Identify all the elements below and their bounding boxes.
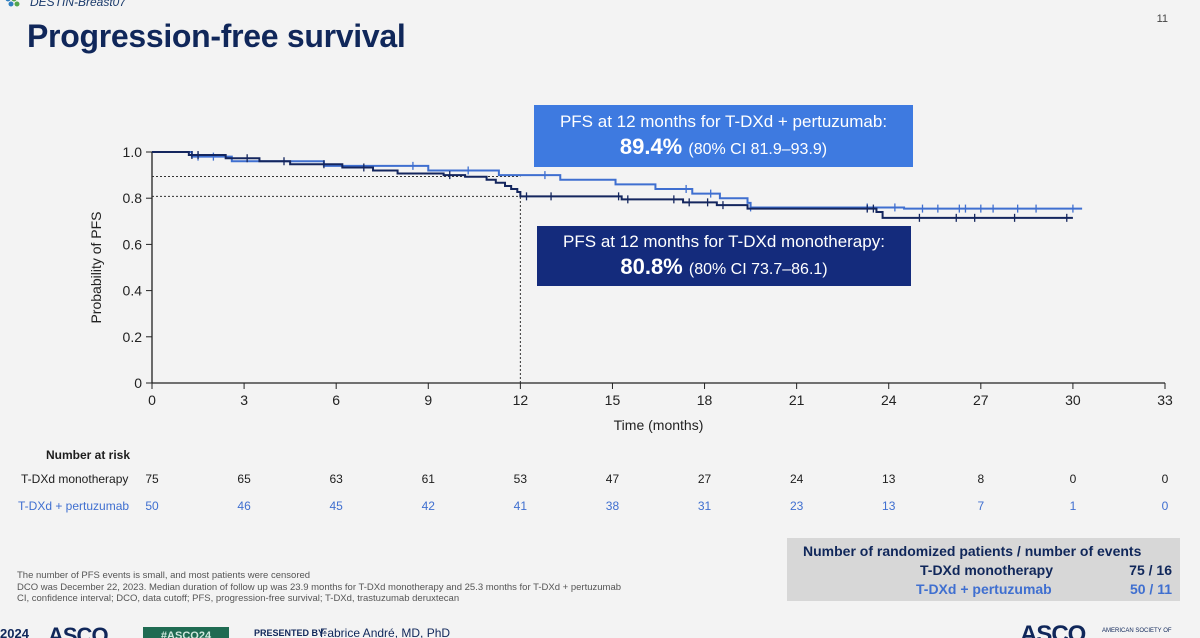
risk-count: 53 — [513, 472, 528, 486]
footnote: The number of PFS events is small, and m… — [17, 570, 311, 581]
callout-monotherapy-label: PFS at 12 months for T-DXd monotherapy: — [563, 232, 885, 251]
risk-count: 0 — [1069, 472, 1077, 486]
asco-logo-right: ASCO — [1020, 624, 1086, 638]
km-chart: 0 3 6 9 12 15 18 21 24 27 30 33 0 0.2 0.4 0.6 0.8 1.0 Time… — [88, 144, 1173, 433]
risk-count: 65 — [237, 472, 251, 486]
footnotes: The number of PFS events is small, and m… — [17, 570, 621, 605]
risk-count: 75 — [145, 472, 159, 486]
risk-count: 38 — [605, 499, 620, 513]
km-curve-monotherapy — [152, 151, 1073, 219]
x-tick-label: 27 — [973, 392, 989, 408]
study-logo-icon — [5, 0, 20, 7]
risk-count: 0 — [1161, 499, 1169, 513]
callout-pertuzumab-value: 89.4% — [619, 134, 683, 159]
risk-count: 8 — [977, 472, 985, 486]
y-axis-label: Probability of PFS — [88, 211, 104, 323]
x-tick-label: 18 — [697, 392, 713, 408]
study-logo: DESTIN-Breast07 — [4, 0, 126, 9]
x-tick-label: 21 — [789, 392, 805, 408]
risk-count: 46 — [237, 499, 251, 513]
risk-count: 1 — [1069, 499, 1077, 513]
x-tick-label: 24 — [881, 392, 897, 408]
x-axis-label: Time (months) — [614, 417, 704, 433]
risk-count: 45 — [329, 499, 343, 513]
y-tick-label: 0.6 — [123, 236, 143, 252]
callout-pertuzumab: PFS at 12 months for T-DXd + pertuzumab:… — [534, 105, 913, 167]
y-tick-label: 0 — [134, 375, 142, 391]
risk-count: 27 — [697, 472, 712, 486]
risk-count: 50 — [145, 499, 159, 513]
presented-by-label: PRESENTED BY: — [254, 628, 327, 638]
summary-label-monotherapy: T-DXd monotherapy — [920, 562, 1054, 578]
footnote: DCO was December 22, 2023. Median durati… — [17, 581, 622, 593]
presenter-name: Fabrice André, MD, PhD — [320, 626, 451, 638]
page-title: Progression-free survival — [27, 18, 406, 54]
risk-count: 13 — [882, 472, 896, 486]
summary-header: Number of randomized patients / number o… — [803, 543, 1142, 559]
callout-monotherapy-ci: (80% CI 73.7–86.1) — [688, 261, 828, 278]
asco-society-text: AMERICAN SOCIETY OF — [1102, 628, 1172, 634]
callout-monotherapy: PFS at 12 months for T-DXd monotherapy: … — [537, 226, 911, 286]
x-tick-label: 33 — [1157, 392, 1173, 408]
x-tick-label: 6 — [332, 392, 340, 408]
risk-count: 63 — [329, 472, 343, 486]
risk-count: 47 — [605, 472, 620, 486]
x-tick-label: 12 — [513, 392, 529, 408]
risk-count: 7 — [977, 499, 985, 513]
y-tick-label: 1.0 — [123, 144, 143, 160]
x-tick-label: 15 — [605, 392, 621, 408]
risk-count: 41 — [513, 499, 528, 513]
risk-row-label: T-DXd monotherapy — [21, 472, 129, 486]
summary-value-pertuzumab: 50 / 11 — [1129, 581, 1172, 597]
y-tick-label: 0.8 — [123, 190, 143, 206]
risk-count: 24 — [789, 472, 804, 486]
footnote: CI, confidence interval; DCO, data cutof… — [17, 593, 460, 604]
risk-count: 31 — [697, 499, 712, 513]
bottom-bar: 2024 ASCO #ASCO24 PRESENTED BY: Fabrice … — [0, 624, 1200, 638]
callout-pertuzumab-label: PFS at 12 months for T-DXd + pertuzumab: — [559, 112, 888, 131]
hashtag-badge: #ASCO24 — [143, 627, 229, 638]
slide-number: 11 — [1156, 13, 1168, 25]
risk-count: 0 — [1161, 472, 1169, 486]
summary-value-monotherapy: 75 / 16 — [1129, 562, 1172, 578]
x-tick-label: 30 — [1065, 392, 1081, 408]
y-tick-label: 0.4 — [123, 283, 143, 299]
risk-count: 42 — [421, 499, 435, 513]
bottom-year: 2024 — [0, 626, 29, 638]
summary-label-pertuzumab: T-DXd + pertuzumab — [916, 581, 1052, 597]
y-tick-label: 0.2 — [123, 329, 143, 345]
study-logo-text: DESTIN-Breast07 — [30, 0, 127, 9]
risk-count: 13 — [882, 499, 896, 513]
risk-row-label: T-DXd + pertuzumab — [18, 499, 130, 513]
risk-count: 23 — [789, 499, 804, 513]
summary-box: Number of randomized patients / number o… — [787, 538, 1180, 601]
x-tick-label: 0 — [148, 392, 156, 408]
x-tick-label: 9 — [424, 392, 432, 408]
risk-table-title: Number at risk — [46, 448, 131, 462]
risk-table: Number at risk T-DXd monotherapy 75 65 63 61… — [0, 445, 1200, 525]
callout-pertuzumab-ci: (80% CI 81.9–93.9) — [688, 141, 828, 158]
risk-count: 61 — [421, 472, 435, 486]
asco-logo: ASCO — [48, 624, 109, 638]
callout-monotherapy-value: 80.8% — [620, 254, 683, 279]
x-tick-label: 3 — [240, 392, 248, 408]
